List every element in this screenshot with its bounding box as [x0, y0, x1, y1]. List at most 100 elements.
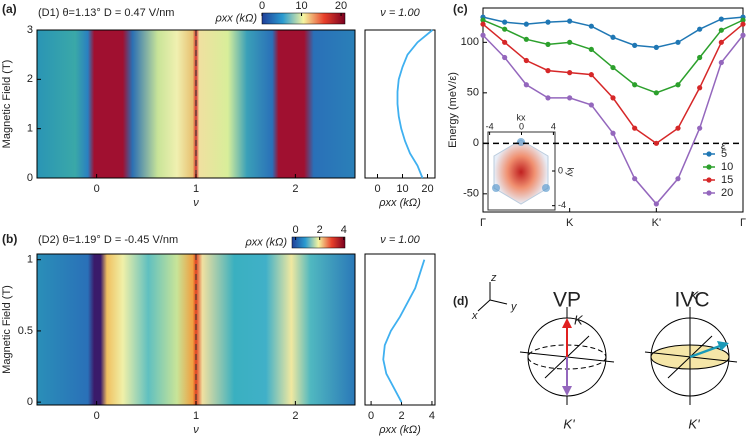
point: [588, 102, 594, 108]
point: [675, 125, 681, 131]
point: [502, 19, 508, 25]
x-tick-label: 0: [94, 410, 100, 422]
point: [675, 39, 681, 45]
point: [675, 176, 681, 182]
point: [502, 39, 508, 45]
x-tick-label: 0: [368, 410, 374, 422]
y-tick-label: 50: [467, 87, 479, 99]
point: [588, 46, 594, 53]
plot-frame: [364, 29, 436, 179]
x-tick-label: 4: [429, 410, 435, 422]
x-axis-label: ν: [193, 424, 199, 436]
point: [567, 18, 573, 24]
x-tick-label: K': [652, 217, 661, 229]
chart-title: (D1) θ=1.13° D = 0.47 V/nm: [38, 7, 174, 19]
inset-tick-label: 4: [551, 121, 556, 131]
x-tick-label: Γ: [480, 217, 486, 229]
y-tick-label: 3: [27, 24, 33, 36]
inset-tick-label: 0: [558, 165, 563, 175]
x-tick-label: Γ: [740, 217, 746, 229]
panel-label: (d): [453, 294, 468, 308]
y-tick-label: -50: [463, 188, 479, 200]
axis-label: z: [490, 272, 497, 284]
axis: [477, 299, 491, 312]
y-tick-label: 0: [473, 137, 479, 149]
point: [653, 140, 659, 146]
panel-label: (b): [2, 232, 17, 246]
legend-title: ε: [721, 140, 726, 152]
point: [718, 16, 724, 22]
point: [502, 26, 508, 32]
point: [523, 36, 529, 42]
y-tick-label: 2: [27, 73, 33, 85]
point: [632, 82, 638, 88]
legend-swatch: [706, 177, 712, 183]
y-axis-label: Magnetic Field (T): [1, 60, 13, 149]
legend-swatch: [706, 190, 712, 196]
inset-ylabel: ky: [566, 168, 576, 178]
arrow-head: [562, 386, 572, 396]
x-axis-label: ρxx (kΩ): [378, 197, 421, 209]
legend-label: 20: [721, 187, 733, 199]
point: [567, 70, 573, 76]
x-tick-label: 0: [94, 183, 100, 195]
colorbar-tick-label: 10: [295, 0, 307, 12]
point: [523, 57, 529, 64]
colorbar-tick-label: 4: [341, 224, 347, 236]
inset-tick-label: -4: [558, 200, 566, 210]
profile-line: [396, 29, 434, 179]
chart-title: ν = 1.00: [380, 234, 420, 246]
arrow-head: [562, 318, 572, 328]
point: [632, 125, 638, 131]
point: [523, 21, 529, 27]
inset-xlabel: kx: [517, 112, 527, 122]
inset-tick-label: 0: [519, 121, 524, 131]
point: [610, 130, 616, 136]
point: [675, 82, 681, 88]
panel-label: (c): [453, 2, 468, 16]
point: [653, 90, 659, 96]
point: [567, 39, 573, 45]
x-tick-label: K: [566, 217, 574, 229]
pole-label: K: [574, 312, 584, 327]
legend-swatch: [706, 164, 712, 170]
x-tick-label: 1: [193, 410, 199, 422]
point: [480, 21, 486, 27]
arrow-head: [717, 341, 729, 351]
colorbar-tick-label: 2: [317, 224, 323, 236]
pole-label: K': [688, 416, 700, 431]
legend-label: 5: [721, 148, 727, 160]
arrow: [689, 344, 721, 359]
profile-line: [382, 259, 426, 403]
inset-spot: [492, 184, 500, 192]
colorbar-tick-label: 20: [335, 0, 347, 12]
y-tick-label: 0.5: [18, 325, 33, 337]
colorbar-label: ρxx (kΩ): [214, 12, 257, 24]
point: [740, 21, 746, 27]
y-tick-label: 100: [461, 36, 479, 48]
chart-title: (D2) θ=1.19° D = -0.45 V/nm: [38, 234, 178, 246]
point: [610, 95, 616, 101]
legend-label: 15: [721, 174, 733, 186]
inset-bz: [493, 139, 549, 205]
point: [697, 125, 703, 131]
colorbar-tick-label: 0: [259, 0, 265, 12]
inset-spot: [517, 138, 525, 146]
x-tick-label: 0: [374, 183, 380, 195]
point: [588, 23, 594, 29]
y-axis-label: Magnetic Field (T): [1, 285, 13, 374]
colorbar-tick-label: 0: [293, 224, 299, 236]
x-tick-label: 2: [398, 410, 404, 422]
y-tick-label: 0: [27, 172, 33, 184]
point: [718, 27, 724, 33]
point: [718, 39, 724, 45]
diagram: (d) z x y VP IVC K K' K K': [453, 272, 738, 431]
point: [567, 95, 573, 101]
colorbar-label: ρxx (kΩ): [244, 236, 287, 248]
series-line: [482, 16, 744, 49]
legend-swatch: [706, 151, 712, 157]
inset-tick-label: -4: [486, 121, 494, 131]
point: [697, 85, 703, 91]
y-axis-label: Energy (meV/ε): [447, 72, 459, 148]
